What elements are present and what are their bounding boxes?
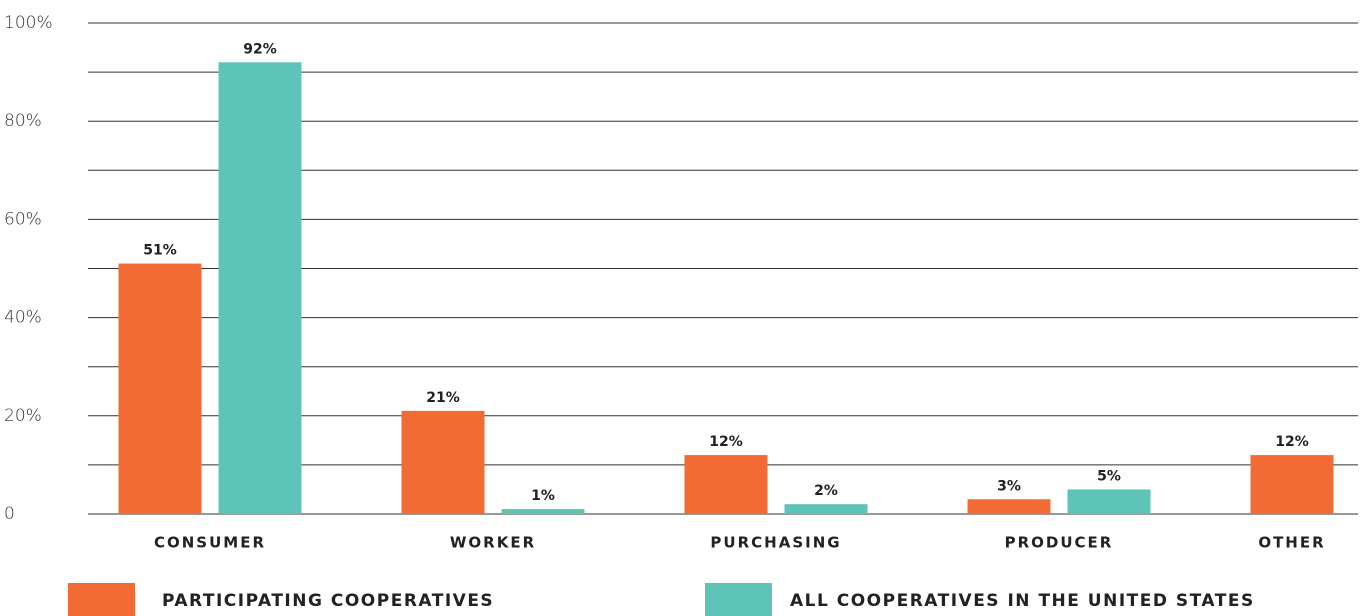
bar — [1067, 489, 1151, 514]
x-tick-label: OTHER — [1258, 534, 1325, 552]
bar — [118, 263, 202, 514]
x-tick-label: PURCHASING — [710, 534, 841, 552]
y-tick-label: 80% — [4, 111, 42, 131]
x-tick-label: WORKER — [450, 534, 536, 552]
bar — [684, 455, 768, 514]
x-tick-label: CONSUMER — [154, 534, 266, 552]
data-label: 1% — [531, 488, 555, 504]
legend-label: PARTICIPATING COOPERATIVES — [162, 591, 494, 611]
data-label: 12% — [1275, 434, 1309, 450]
data-label: 12% — [709, 434, 743, 450]
data-label: 51% — [143, 243, 177, 259]
bar — [218, 62, 302, 514]
bar — [501, 509, 585, 514]
data-label: 21% — [426, 390, 460, 406]
y-tick-label: 60% — [4, 209, 42, 229]
bar — [784, 504, 868, 514]
y-tick-label: 40% — [4, 308, 42, 328]
data-label: 2% — [814, 483, 838, 499]
legend-swatch — [68, 583, 135, 616]
bar — [401, 410, 485, 514]
x-tick-label: PRODUCER — [1005, 534, 1114, 552]
y-tick-label: 0 — [4, 504, 15, 524]
data-label: 5% — [1097, 468, 1121, 484]
y-tick-label: 100% — [4, 13, 53, 33]
bar — [967, 499, 1051, 514]
bar — [1250, 455, 1334, 514]
data-label: 3% — [997, 478, 1021, 494]
data-label: 92% — [243, 41, 277, 57]
y-tick-label: 20% — [4, 406, 42, 426]
legend-label: ALL COOPERATIVES IN THE UNITED STATES — [790, 591, 1255, 611]
legend-swatch — [705, 583, 772, 616]
